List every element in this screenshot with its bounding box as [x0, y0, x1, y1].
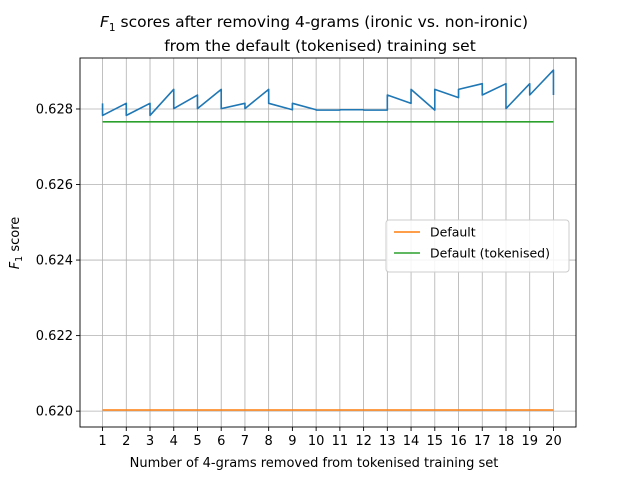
x-tick-label-12: 12 — [355, 434, 372, 449]
x-tick-label-16: 16 — [450, 434, 467, 449]
legend-label-2: Default (tokenised) — [430, 246, 550, 261]
chart-title-line-2: from the default (tokenised) training se… — [164, 37, 476, 55]
x-axis-ticks: 1 2 3 4 5 6 7 8 9 10 11 12 13 14 15 16 17 18 19 20 — [98, 427, 562, 449]
x-tick-label-7: 7 — [241, 434, 249, 449]
y-tick-label-2: 0.622 — [36, 329, 73, 344]
y-tick-label-1: 0.620 — [36, 405, 73, 420]
y-tick-label-4: 0.626 — [36, 178, 73, 193]
axes-frame — [79, 57, 577, 428]
x-tick-label-2: 2 — [122, 434, 130, 449]
x-tick-label-13: 13 — [379, 434, 396, 449]
y-tick-label-5: 0.628 — [36, 102, 73, 117]
legend-box — [385, 219, 570, 273]
legend-label-1: Default — [430, 225, 476, 240]
x-tick-label-9: 9 — [288, 434, 296, 449]
x-tick-label-19: 19 — [521, 434, 538, 449]
x-tick-label-1: 1 — [98, 434, 106, 449]
y-axis-ticks: 0.620 0.622 0.624 0.626 0.628 — [36, 102, 80, 420]
x-tick-label-18: 18 — [498, 434, 515, 449]
plot-border — [79, 57, 577, 428]
x-tick-label-6: 6 — [217, 434, 225, 449]
legend: Default Default (tokenised) — [385, 219, 570, 273]
x-tick-label-5: 5 — [193, 434, 201, 449]
x-tick-label-15: 15 — [427, 434, 444, 449]
x-tick-label-14: 14 — [403, 434, 420, 449]
x-tick-label-3: 3 — [146, 434, 154, 449]
x-tick-label-4: 4 — [170, 434, 178, 449]
x-tick-label-11: 11 — [332, 434, 349, 449]
series-lines — [101, 69, 555, 411]
x-tick-label-17: 17 — [474, 434, 491, 449]
y-tick-label-3: 0.624 — [36, 254, 73, 269]
series-line-1 — [101, 69, 555, 117]
x-tick-label-20: 20 — [545, 434, 562, 449]
y-axis-label: F1 score — [8, 217, 25, 270]
x-axis-label: Number of 4-grams removed from tokenised… — [130, 456, 499, 471]
x-tick-label-10: 10 — [308, 434, 325, 449]
x-tick-label-8: 8 — [265, 434, 273, 449]
chart-title-line-1: F1 scores after removing 4-grams (ironic… — [100, 13, 528, 34]
